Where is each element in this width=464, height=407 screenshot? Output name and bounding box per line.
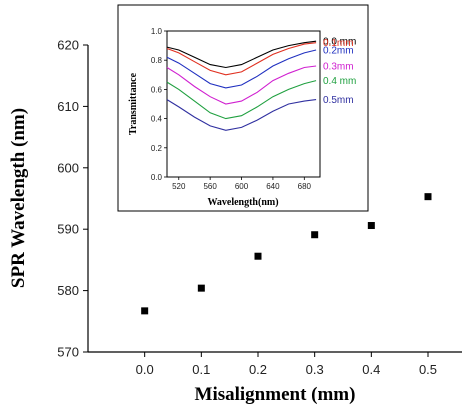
legend-entry: 0.5mm xyxy=(323,95,354,106)
inset-y-ticks: 0.0 0.2 0.4 0.6 0.8 1.0 xyxy=(151,27,167,182)
data-point xyxy=(367,222,375,230)
inset-y-tick-label: 0.2 xyxy=(151,144,163,153)
data-point xyxy=(311,231,319,239)
inset-x-tick-label: 520 xyxy=(172,182,186,191)
inset-x-ticks: 520 560 600 640 680 xyxy=(172,177,312,191)
main-data-points xyxy=(141,193,432,315)
inset-y-tick-label: 0.6 xyxy=(151,85,163,94)
main-x-tick-label: 0.3 xyxy=(306,362,324,377)
inset-y-tick-label: 0.8 xyxy=(151,56,163,65)
main-y-tick-label: 620 xyxy=(57,38,79,53)
inset-plot-area xyxy=(166,30,321,178)
main-y-tick-label: 590 xyxy=(57,222,79,237)
inset-y-axis-title: Transmittance xyxy=(128,72,139,135)
main-y-ticks: 570 580 590 600 610 620 xyxy=(57,38,88,360)
main-y-tick-label: 580 xyxy=(57,283,79,298)
main-y-axis-title: SPR Wavelength (nm) xyxy=(8,108,29,288)
legend-entry: 0.3mm xyxy=(323,62,354,73)
legend-entry: 0.4 mm xyxy=(323,76,356,87)
series-line xyxy=(166,49,317,89)
inset-y-tick-label: 1.0 xyxy=(151,27,163,36)
main-x-tick-label: 0.4 xyxy=(362,362,380,377)
main-x-axis-title: Misalignment (mm) xyxy=(195,384,356,405)
main-x-ticks: 0.0 0.1 0.2 0.3 0.4 0.5 xyxy=(136,352,437,377)
inset-x-axis-title: Wavelength(nm) xyxy=(207,197,278,208)
main-x-tick-label: 0.2 xyxy=(249,362,267,377)
legend-entry: 0.2mm xyxy=(323,45,354,56)
series-line xyxy=(166,40,317,69)
series-line xyxy=(166,80,317,120)
data-point xyxy=(197,284,205,292)
main-y-tick-label: 610 xyxy=(57,99,79,114)
inset-y-tick-label: 0.0 xyxy=(151,173,163,182)
inset-y-tick-label: 0.4 xyxy=(151,115,163,124)
legend-entry: 0.0 mm xyxy=(323,37,356,48)
inset-x-tick-label: 600 xyxy=(235,182,249,191)
inset-x-tick-label: 640 xyxy=(266,182,280,191)
main-y-tick-label: 570 xyxy=(57,345,79,360)
series-line xyxy=(166,99,317,131)
main-plot: 0.0 0.1 0.2 0.3 0.4 0.5 570 580 590 600 610 620 Mi… xyxy=(8,38,462,405)
main-x-tick-label: 0.5 xyxy=(419,362,437,377)
main-y-tick-label: 600 xyxy=(57,160,79,175)
inset-x-tick-label: 680 xyxy=(298,182,312,191)
data-point xyxy=(141,307,149,315)
series-line xyxy=(166,42,317,76)
series-line xyxy=(166,65,317,105)
main-x-tick-label: 0.1 xyxy=(192,362,210,377)
data-point xyxy=(424,193,432,201)
inset-series-lines xyxy=(166,40,317,131)
data-point xyxy=(254,252,262,260)
main-x-tick-label: 0.0 xyxy=(136,362,154,377)
inset-plot: 520 560 600 640 680 0.0 0.2 0.4 0.6 0.8 1.0 0.0 m… xyxy=(117,4,369,212)
legend-entry: 0.1mm xyxy=(323,38,354,49)
inset-x-tick-label: 560 xyxy=(203,182,217,191)
